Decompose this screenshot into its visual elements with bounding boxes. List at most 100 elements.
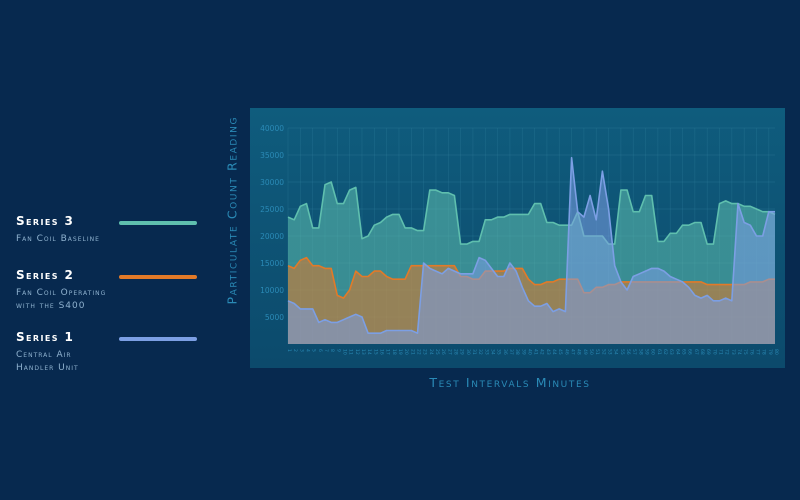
x-tick-label: 20 xyxy=(403,349,409,355)
x-tick-label: 6 xyxy=(317,349,323,352)
x-tick-label: 79 xyxy=(767,349,773,355)
legend-series-1-title: Series 1 xyxy=(16,330,75,344)
x-tick-label: 78 xyxy=(761,349,767,355)
x-tick-label: 57 xyxy=(631,349,637,355)
x-tick-label: 68 xyxy=(699,349,705,355)
x-tick-label: 60 xyxy=(650,349,656,355)
x-tick-label: 13 xyxy=(360,349,366,355)
x-tick-label: 2 xyxy=(292,349,298,352)
legend-series-3-desc: Fan Coil Baseline xyxy=(16,234,100,244)
series-line-series-1 xyxy=(287,156,775,335)
y-tick-label: 5000 xyxy=(265,313,284,322)
x-tick-label: 51 xyxy=(594,349,600,355)
legend-series-2-desc-line2: with the S400 xyxy=(16,301,86,311)
x-tick-label: 59 xyxy=(644,349,650,355)
x-axis-ticks: 1 2 3 4 5 6 7 8 9 10 11 12 13 14 15 16 17 18 19 20 21 22 23 24 2… xyxy=(286,349,779,355)
x-tick-label: 19 xyxy=(397,349,403,355)
x-tick-label: 54 xyxy=(613,349,619,355)
x-tick-label: 39 xyxy=(520,349,526,355)
x-tick-label: 76 xyxy=(748,349,754,355)
x-tick-label: 75 xyxy=(742,349,748,355)
x-tick-label: 35 xyxy=(496,349,502,355)
series-area-series-1 xyxy=(288,157,775,344)
x-tick-label: 3 xyxy=(298,349,304,352)
x-axis-label: Test Intervals Minutes xyxy=(429,375,591,390)
legend-series-2-desc: Fan Coil Operating with the S400 xyxy=(16,287,176,313)
x-tick-label: 41 xyxy=(533,349,539,355)
y-tick-label: 15000 xyxy=(260,259,284,268)
y-tick-label: 20000 xyxy=(260,232,284,241)
legend-series-1-desc-line2: Handler Unit xyxy=(16,363,79,373)
x-tick-label: 38 xyxy=(514,349,520,355)
x-tick-label: 17 xyxy=(385,349,391,355)
x-tick-label: 11 xyxy=(348,349,354,355)
series-line-series-3 xyxy=(287,181,776,245)
x-tick-label: 12 xyxy=(354,349,360,355)
x-tick-label: 50 xyxy=(588,349,594,355)
x-tick-label: 32 xyxy=(477,349,483,355)
x-tick-label: 80 xyxy=(773,349,779,355)
x-tick-label: 24 xyxy=(428,349,434,355)
x-tick-label: 9 xyxy=(335,349,341,352)
x-tick-label: 53 xyxy=(607,349,613,355)
x-tick-label: 61 xyxy=(656,349,662,355)
legend-series-1-swatch xyxy=(119,337,197,341)
legend-series-3-swatch xyxy=(119,221,197,225)
x-tick-label: 48 xyxy=(576,349,582,355)
x-tick-label: 7 xyxy=(323,349,329,352)
y-axis-label: Particulate Count Reading xyxy=(224,115,240,305)
x-tick-label: 21 xyxy=(409,349,415,355)
x-tick-label: 49 xyxy=(582,349,588,355)
x-tick-label: 66 xyxy=(687,349,693,355)
x-tick-label: 37 xyxy=(508,349,514,355)
x-tick-label: 29 xyxy=(459,349,465,355)
y-axis-ticks: 5000 10000 15000 20000 25000 30000 35000 40000 xyxy=(260,124,284,322)
x-tick-label: 28 xyxy=(452,349,458,355)
legend-series-2-title: Series 2 xyxy=(16,268,75,282)
x-tick-label: 25 xyxy=(434,349,440,355)
x-tick-label: 36 xyxy=(502,349,508,355)
x-tick-label: 55 xyxy=(619,349,625,355)
x-tick-label: 73 xyxy=(730,349,736,355)
y-tick-label: 35000 xyxy=(260,151,284,160)
x-tick-label: 77 xyxy=(755,349,761,355)
x-tick-label: 52 xyxy=(600,349,606,355)
x-tick-label: 71 xyxy=(718,349,724,355)
x-tick-label: 67 xyxy=(693,349,699,355)
x-tick-label: 72 xyxy=(724,349,730,355)
x-tick-label: 47 xyxy=(570,349,576,355)
x-tick-label: 5 xyxy=(311,349,317,352)
series-line-series-2 xyxy=(287,256,775,299)
x-tick-label: 42 xyxy=(539,349,545,355)
x-tick-label: 16 xyxy=(379,349,385,355)
x-tick-label: 8 xyxy=(329,349,335,352)
x-tick-label: 33 xyxy=(483,349,489,355)
x-tick-label: 31 xyxy=(471,349,477,355)
x-tick-label: 69 xyxy=(705,349,711,355)
y-tick-label: 40000 xyxy=(260,124,284,133)
x-tick-label: 27 xyxy=(446,349,452,355)
y-tick-label: 30000 xyxy=(260,178,284,187)
x-tick-label: 4 xyxy=(305,349,311,352)
x-tick-label: 23 xyxy=(422,349,428,355)
x-tick-label: 65 xyxy=(681,349,687,355)
x-tick-label: 63 xyxy=(668,349,674,355)
x-tick-label: 18 xyxy=(391,349,397,355)
x-tick-label: 26 xyxy=(440,349,446,355)
x-tick-label: 70 xyxy=(711,349,717,355)
x-tick-label: 10 xyxy=(342,349,348,355)
legend-series-1-desc-line1: Central Air xyxy=(16,350,72,360)
x-tick-label: 1 xyxy=(286,349,292,352)
x-tick-label: 40 xyxy=(526,349,532,355)
x-tick-label: 58 xyxy=(637,349,643,355)
legend-series-2-desc-line1: Fan Coil Operating xyxy=(16,288,107,298)
y-tick-label: 10000 xyxy=(260,286,284,295)
y-tick-label: 25000 xyxy=(260,205,284,214)
x-tick-label: 64 xyxy=(674,349,680,355)
legend-series-2-swatch xyxy=(119,275,197,279)
x-tick-label: 46 xyxy=(563,349,569,355)
legend-series-1-desc: Central Air Handler Unit xyxy=(16,349,176,375)
chart-series-areas xyxy=(287,156,776,344)
x-tick-label: 56 xyxy=(625,349,631,355)
